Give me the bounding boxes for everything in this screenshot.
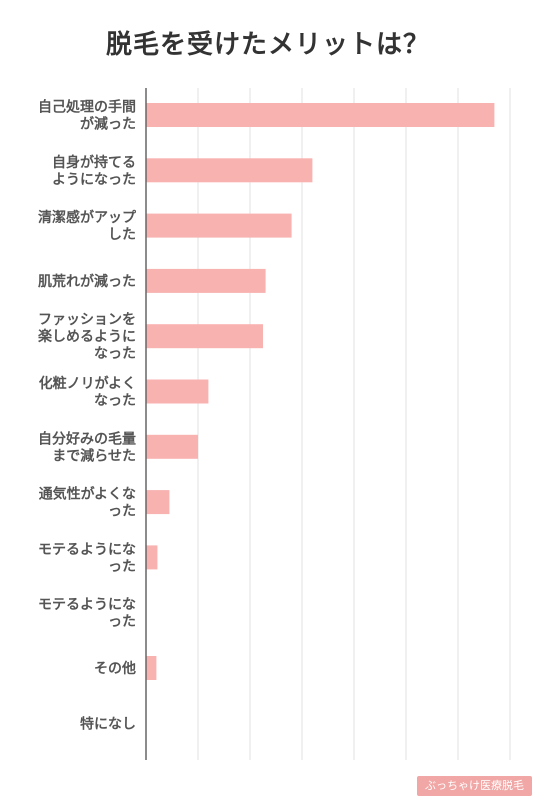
bars [146,103,495,680]
category-label: 特になし [80,715,136,732]
bar [146,213,292,238]
bar [146,379,209,404]
bar [146,158,313,183]
bar [146,103,495,127]
bar [146,656,157,680]
bar [146,268,266,293]
category-label: 自己処理の手間が減った [38,99,136,133]
bar [146,545,158,570]
category-labels: 自己処理の手間が減った自身が持てるようになった清潔感がアップした肌荒れが減ったフ… [37,99,137,733]
bar [146,490,170,515]
category-label: ファッションを楽しめるようになった [37,312,136,362]
chart-title: 脱毛を受けたメリットは？ [105,30,430,60]
category-label: モテるようになった [38,542,136,575]
category-label: モテるようになった [38,597,136,630]
category-label: 自身が持てるようになった [52,154,136,188]
category-label: 化粧ノリがよくなった [39,375,136,409]
grid-lines [197,88,511,760]
category-label: 肌荒れが減った [38,273,136,290]
bar [146,434,198,459]
site-watermark: ぶっちゃけ医療脱毛 [417,776,532,796]
category-label: 清潔感がアップした [38,209,137,243]
category-label: その他 [94,660,136,677]
category-label: 自分好みの毛量まで減らせた [38,430,136,464]
category-label: 通気性がよくなった [39,486,136,520]
bar [146,324,263,349]
